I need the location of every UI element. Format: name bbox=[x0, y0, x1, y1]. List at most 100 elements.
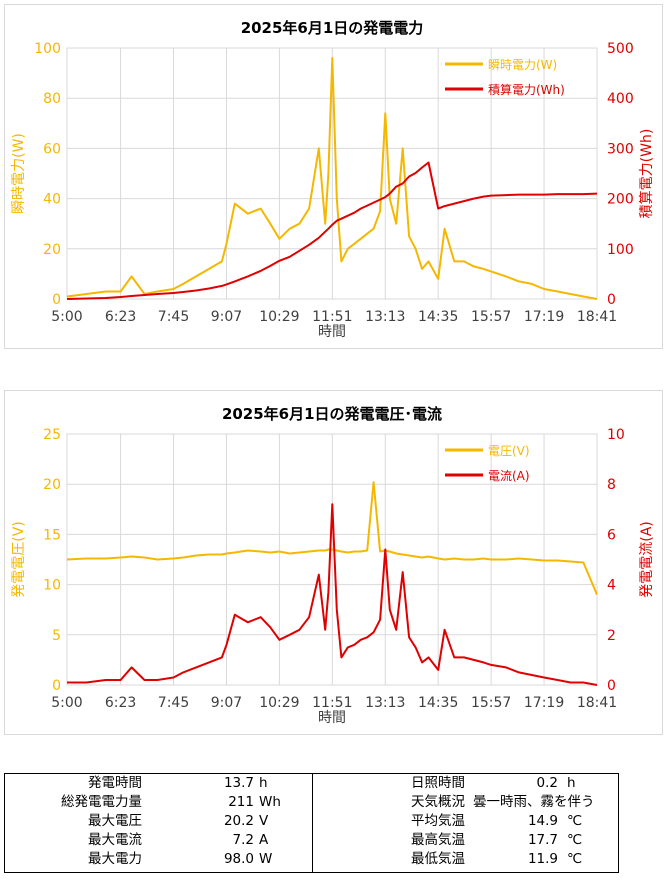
summary-divider bbox=[312, 774, 313, 872]
y-right-tick-label: 2 bbox=[607, 628, 616, 644]
y-left-axis-label: 発電電圧(V) bbox=[11, 521, 27, 598]
series-line-1 bbox=[66, 57, 598, 300]
y-left-tick-label: 20 bbox=[43, 242, 61, 258]
summary-value: 20.2 bbox=[223, 813, 254, 829]
y-right-tick-label: 0 bbox=[607, 678, 616, 694]
y-right-tick-label: 4 bbox=[607, 578, 616, 594]
summary-row-total-energy: 総発電電力量 211 Wh bbox=[5, 793, 312, 812]
legend-label-2: 積算電力(Wh) bbox=[488, 82, 565, 97]
x-tick-label: 11:51 bbox=[312, 695, 352, 711]
x-axis-label: 時間 bbox=[318, 710, 346, 726]
chart-title: 2025年6月1日の発電電圧･電流 bbox=[222, 405, 442, 423]
x-tick-label: 18:41 bbox=[577, 695, 617, 711]
x-tick-label: 14:35 bbox=[418, 309, 458, 325]
y-left-tick-label: 40 bbox=[43, 192, 61, 208]
y-left-tick-label: 80 bbox=[43, 91, 61, 107]
x-axis-label: 時間 bbox=[318, 324, 346, 340]
legend-label-1: 瞬時電力(W) bbox=[488, 58, 557, 72]
x-tick-label: 7:45 bbox=[158, 695, 189, 711]
x-tick-label: 10:29 bbox=[259, 309, 299, 325]
summary-value: 7.2 bbox=[232, 832, 254, 848]
summary-row-max-voltage: 最大電圧 20.2 V bbox=[5, 812, 312, 831]
x-tick-label: 13:13 bbox=[365, 695, 405, 711]
summary-value: 211 bbox=[228, 794, 254, 810]
summary-label: 最高気温 bbox=[411, 832, 465, 848]
series-line-2 bbox=[66, 161, 598, 300]
x-tick-label: 5:00 bbox=[51, 309, 82, 325]
power-chart: 0 20 40 60 80 100 0 100 200 300 400 500 5:00 6:23 7:45… bbox=[4, 4, 663, 349]
x-tick-label: 11:51 bbox=[312, 309, 352, 325]
summary-label: 総発電電力量 bbox=[61, 794, 142, 810]
summary-label: 最大電流 bbox=[88, 832, 142, 848]
legend-label-2: 電流(A) bbox=[488, 469, 530, 483]
summary-value: 曇一時雨、霧を伴う bbox=[473, 794, 595, 810]
voltage-current-chart-svg: 0 5 10 15 20 25 0 2 4 6 8 10 5:00 6:23 7:45 9:07 10:29 11… bbox=[11, 405, 655, 726]
y-right-tick-label: 500 bbox=[607, 41, 634, 57]
summary-table: 発電時間 13.7 h 総発電電力量 211 Wh 最大電圧 20.2 V 最大… bbox=[4, 773, 619, 873]
summary-label: 天気概況 bbox=[411, 794, 465, 810]
x-tick-label: 10:29 bbox=[259, 695, 299, 711]
summary-row-weather: 天気概況 曇一時雨、霧を伴う bbox=[313, 793, 618, 812]
y-left-tick-label: 60 bbox=[43, 141, 61, 157]
y-left-tick-label: 0 bbox=[52, 292, 61, 308]
x-tick-label: 15:57 bbox=[471, 695, 511, 711]
legend-label-1: 電圧(V) bbox=[488, 444, 530, 458]
summary-value: 98.0 bbox=[223, 851, 254, 867]
summary-value: 11.9 bbox=[527, 851, 558, 867]
summary-unit: Wh bbox=[259, 794, 281, 810]
x-tick-label: 17:19 bbox=[524, 309, 564, 325]
summary-value: 0.2 bbox=[536, 775, 558, 791]
summary-unit: A bbox=[259, 832, 269, 848]
y-left-tick-label: 20 bbox=[43, 477, 61, 493]
summary-row-sunshine: 日照時間 0.2 h bbox=[313, 774, 618, 793]
y-left-tick-label: 15 bbox=[43, 527, 61, 543]
y-right-tick-label: 10 bbox=[607, 427, 625, 443]
summary-label: 発電時間 bbox=[88, 775, 142, 791]
x-tick-label: 15:57 bbox=[471, 309, 511, 325]
y-left-tick-label: 100 bbox=[34, 41, 61, 57]
y-left-tick-label: 25 bbox=[43, 427, 61, 443]
summary-row-max-temp: 最高気温 17.7 ℃ bbox=[313, 831, 618, 850]
y-right-tick-label: 6 bbox=[607, 527, 616, 543]
summary-label: 最低気温 bbox=[411, 851, 465, 867]
y-right-tick-label: 0 bbox=[607, 292, 616, 308]
voltage-current-chart: 0 5 10 15 20 25 0 2 4 6 8 10 5:00 6:23 7:45 9:07 10:29 11… bbox=[4, 390, 663, 735]
chart-title: 2025年6月1日の発電電力 bbox=[241, 19, 424, 37]
x-tick-label: 6:23 bbox=[105, 695, 136, 711]
x-tick-label: 6:23 bbox=[105, 309, 136, 325]
y-left-tick-label: 10 bbox=[43, 578, 61, 594]
summary-row-avg-temp: 平均気温 14.9 ℃ bbox=[313, 812, 618, 831]
summary-row-min-temp: 最低気温 11.9 ℃ bbox=[313, 850, 618, 869]
summary-unit: V bbox=[259, 813, 269, 829]
summary-label: 最大電圧 bbox=[88, 813, 142, 829]
summary-label: 日照時間 bbox=[411, 775, 465, 791]
summary-unit: ℃ bbox=[567, 832, 583, 848]
y-right-axis-label: 発電電流(A) bbox=[639, 521, 655, 598]
y-right-tick-label: 300 bbox=[607, 141, 634, 157]
x-tick-label: 13:13 bbox=[365, 309, 405, 325]
summary-label: 最大電力 bbox=[88, 851, 142, 867]
power-chart-svg: 0 20 40 60 80 100 0 100 200 300 400 500 5:00 6:23 7:45… bbox=[11, 19, 655, 340]
x-tick-label: 9:07 bbox=[211, 309, 242, 325]
y-right-tick-label: 200 bbox=[607, 192, 634, 208]
y-right-tick-label: 400 bbox=[607, 91, 634, 107]
x-tick-label: 14:35 bbox=[418, 695, 458, 711]
summary-value: 17.7 bbox=[527, 832, 558, 848]
summary-unit: ℃ bbox=[567, 813, 583, 829]
summary-unit: h bbox=[259, 775, 268, 791]
y-right-tick-label: 100 bbox=[607, 242, 634, 258]
series-line-2 bbox=[67, 503, 598, 686]
y-left-tick-label: 5 bbox=[52, 628, 61, 644]
y-left-axis-label: 瞬時電力(W) bbox=[11, 133, 27, 214]
summary-row-generation-time: 発電時間 13.7 h bbox=[5, 774, 312, 793]
y-right-tick-label: 8 bbox=[607, 477, 616, 493]
summary-label: 平均気温 bbox=[411, 813, 465, 829]
summary-value: 14.9 bbox=[527, 813, 558, 829]
x-tick-label: 7:45 bbox=[158, 309, 189, 325]
summary-unit: W bbox=[259, 851, 273, 867]
summary-unit: ℃ bbox=[567, 851, 583, 867]
x-tick-label: 18:41 bbox=[577, 309, 617, 325]
summary-row-max-power: 最大電力 98.0 W bbox=[5, 850, 312, 869]
series-line-1 bbox=[66, 481, 598, 595]
summary-value: 13.7 bbox=[223, 775, 254, 791]
